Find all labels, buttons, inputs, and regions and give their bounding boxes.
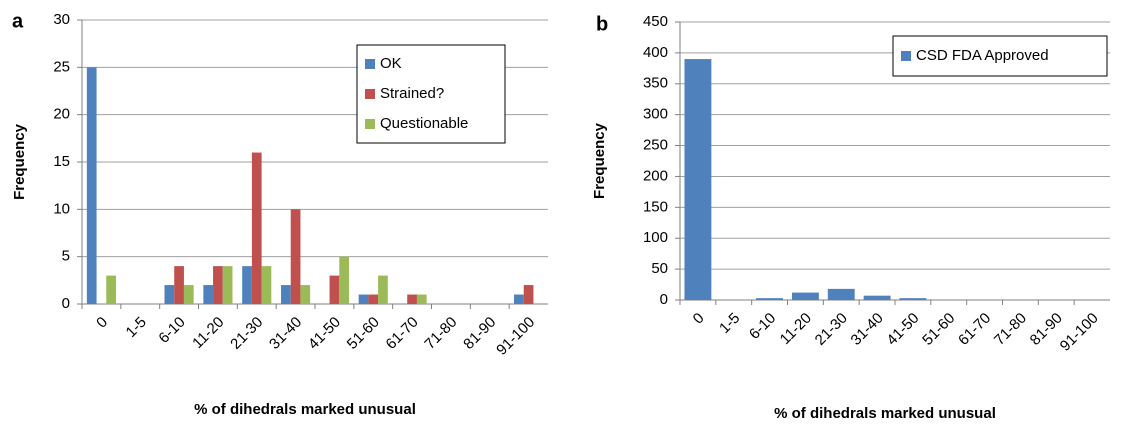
y-tick-label: 5 xyxy=(62,248,70,265)
legend-box xyxy=(356,44,506,144)
x-tick-label: 11-20 xyxy=(189,314,227,352)
y-axis-title: Frequency xyxy=(591,122,608,199)
bar xyxy=(261,266,272,304)
bar xyxy=(523,285,534,304)
bar xyxy=(756,298,784,300)
x-axis-title: % of dihedrals marked unusual xyxy=(194,401,416,418)
x-tick-label: 41-50 xyxy=(883,310,922,349)
x-tick-label: 0 xyxy=(690,310,708,328)
x-tick-label: 1-5 xyxy=(716,310,743,337)
bar xyxy=(251,152,262,304)
x-axis-title: % of dihedrals marked unusual xyxy=(774,405,996,422)
x-tick-label: 1-5 xyxy=(123,314,150,341)
x-tick-label: 31-40 xyxy=(266,314,305,353)
bar xyxy=(827,288,855,300)
x-tick-label: 21-30 xyxy=(227,314,266,353)
y-tick-label: 100 xyxy=(643,229,668,246)
x-tick-label: 71-80 xyxy=(421,314,460,353)
bar xyxy=(242,266,252,304)
x-tick-label: 11-20 xyxy=(777,310,815,348)
bar xyxy=(514,294,524,304)
y-tick-label: 450 xyxy=(643,13,668,30)
x-tick-label: 61-70 xyxy=(955,310,994,349)
x-tick-label: 6-10 xyxy=(746,310,779,343)
y-tick-label: 25 xyxy=(53,58,70,75)
panel-label: b xyxy=(596,13,608,35)
bar xyxy=(106,275,116,304)
bar xyxy=(368,294,379,304)
y-tick-label: 200 xyxy=(643,167,668,184)
legend-swatch xyxy=(901,51,911,61)
bar xyxy=(684,59,712,300)
x-tick-label: 91-100 xyxy=(493,314,538,359)
bar xyxy=(213,266,223,304)
bar xyxy=(899,298,927,300)
y-tick-label: 30 xyxy=(53,11,70,28)
x-tick-label: 41-50 xyxy=(305,314,344,353)
bar xyxy=(339,256,349,304)
bar xyxy=(86,67,97,304)
y-tick-label: 300 xyxy=(643,106,668,123)
bar xyxy=(174,266,184,304)
y-tick-label: 0 xyxy=(62,295,70,312)
bar xyxy=(300,285,311,304)
bar xyxy=(203,285,214,304)
legend-swatch xyxy=(365,119,375,129)
x-tick-label: 0 xyxy=(93,314,111,332)
legend-swatch xyxy=(365,89,375,99)
x-tick-label: 51-60 xyxy=(919,310,958,349)
x-tick-label: 6-10 xyxy=(155,314,188,347)
y-tick-label: 150 xyxy=(643,198,668,215)
bar xyxy=(378,275,388,304)
x-tick-label: 71-80 xyxy=(991,310,1030,349)
x-tick-label: 31-40 xyxy=(848,310,887,349)
y-tick-label: 10 xyxy=(53,200,70,217)
x-tick-label: 21-30 xyxy=(812,310,851,349)
legend-swatch xyxy=(365,59,375,69)
bar xyxy=(358,294,369,304)
bar xyxy=(416,294,427,304)
y-tick-label: 0 xyxy=(660,291,668,308)
bar xyxy=(222,266,233,304)
bar xyxy=(183,285,194,304)
y-tick-label: 20 xyxy=(53,106,70,123)
bar xyxy=(281,285,291,304)
bar xyxy=(164,285,175,304)
y-tick-label: 15 xyxy=(53,153,70,170)
panel-label: a xyxy=(12,10,24,32)
legend-label: Questionable xyxy=(380,115,468,132)
legend-label: Strained? xyxy=(380,85,444,102)
y-tick-label: 250 xyxy=(643,137,668,154)
legend-label: CSD FDA Approved xyxy=(916,47,1049,64)
bar xyxy=(290,209,301,304)
y-tick-label: 350 xyxy=(643,75,668,92)
bar xyxy=(329,275,340,304)
y-tick-label: 50 xyxy=(651,260,668,277)
x-tick-label: 61-70 xyxy=(383,314,422,353)
bar xyxy=(863,295,891,300)
legend-box xyxy=(892,35,1108,77)
y-axis-title: Frequency xyxy=(11,123,28,200)
x-tick-label: 51-60 xyxy=(344,314,383,353)
y-tick-label: 400 xyxy=(643,44,668,61)
x-tick-label: 91-100 xyxy=(1057,310,1102,355)
bar xyxy=(791,292,819,300)
bar xyxy=(407,294,417,304)
legend-label: OK xyxy=(380,55,402,72)
